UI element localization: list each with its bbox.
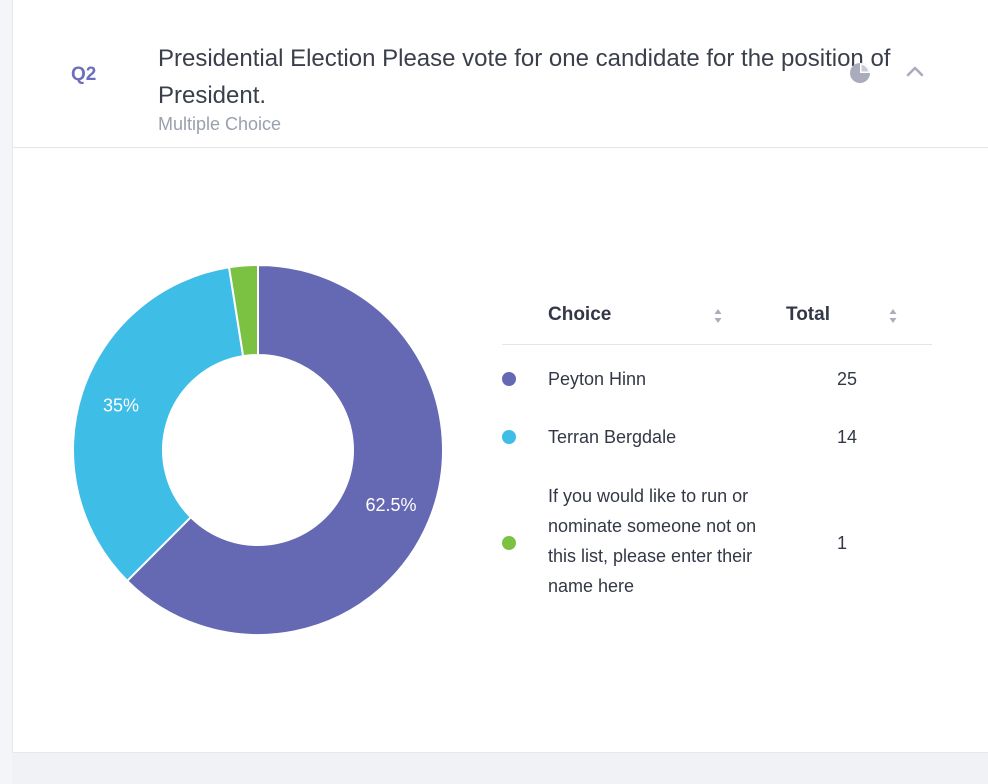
column-header-total[interactable]: Total (786, 304, 830, 325)
question-header: Q2 Presidential Election Please vote for… (13, 0, 988, 148)
legend-dot (502, 430, 516, 444)
table-row: Terran Bergdale 14 (502, 422, 932, 452)
choice-label: Peyton Hinn (548, 369, 647, 389)
table-row: If you would like to run or nominate som… (502, 481, 932, 605)
question-number: Q2 (71, 64, 97, 85)
choice-label: If you would like to run or nominate som… (548, 486, 757, 596)
chevron-up-icon[interactable] (905, 64, 925, 83)
question-card: Q2 Presidential Election Please vote for… (12, 0, 988, 752)
results-table: Choice Total Peyton Hinn 25 Terr (502, 290, 932, 596)
slice-percent-label: 35% (103, 396, 139, 416)
donut-slice[interactable] (125, 266, 443, 636)
donut-slice[interactable] (73, 266, 245, 583)
sort-arrows-icon[interactable] (713, 307, 723, 330)
column-header-choice[interactable]: Choice (548, 304, 612, 325)
pie-chart-icon[interactable] (849, 62, 871, 89)
next-card-edge (12, 752, 988, 784)
table-header: Choice Total (502, 290, 932, 345)
choice-total: 14 (837, 427, 858, 447)
choice-total: 1 (837, 533, 848, 553)
donut-chart: 62.5% 35% (73, 266, 443, 636)
question-title: Presidential Election Please vote for on… (158, 45, 891, 109)
slice-percent-label: 62.5% (366, 495, 417, 515)
donut-slice[interactable] (227, 266, 259, 358)
choice-total: 25 (837, 369, 858, 389)
legend-dot (502, 536, 516, 550)
sort-arrows-icon[interactable] (888, 307, 898, 330)
table-row: Peyton Hinn 25 (502, 364, 932, 394)
legend-dot (502, 372, 516, 386)
question-type: Multiple Choice (158, 114, 282, 134)
choice-label: Terran Bergdale (548, 427, 677, 447)
